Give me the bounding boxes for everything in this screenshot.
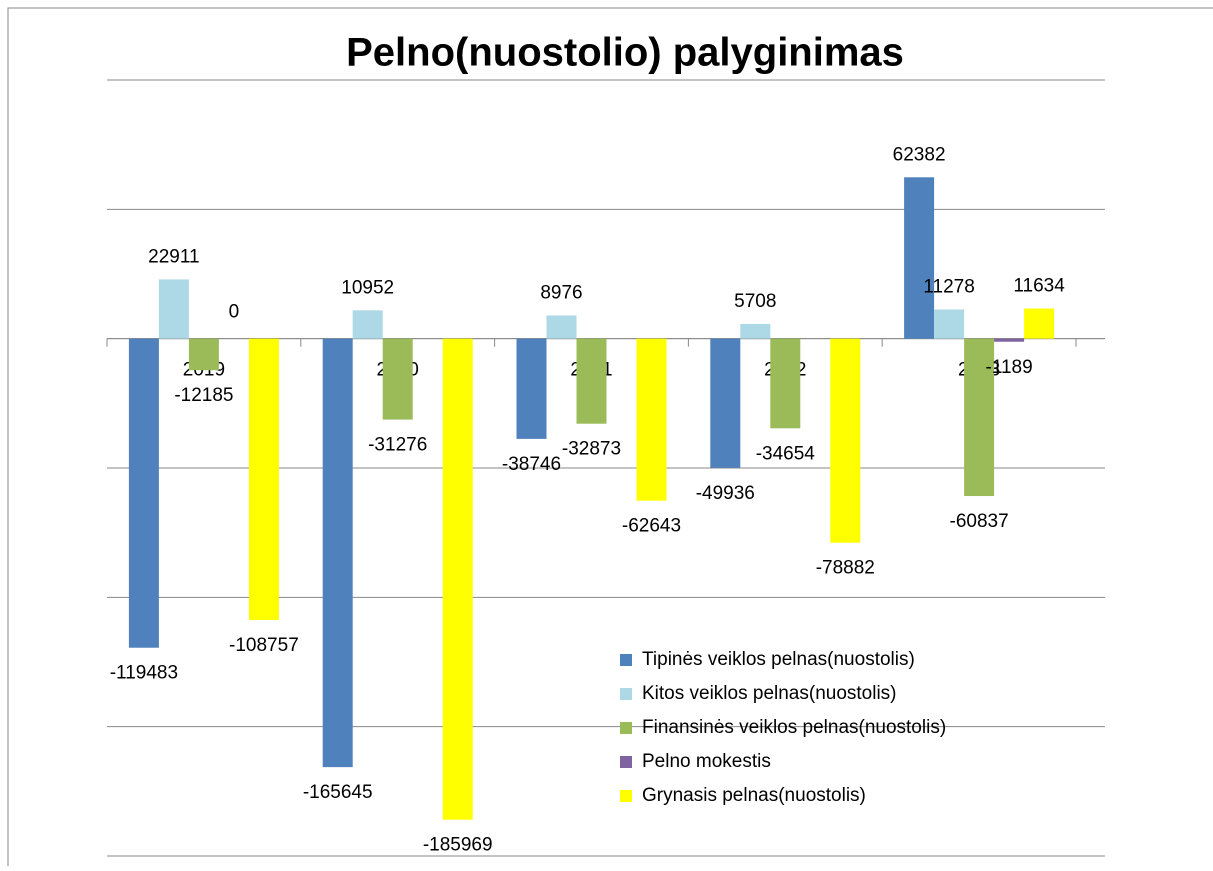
legend-swatch — [620, 654, 632, 666]
legend-label: Pelno mokestis — [642, 751, 771, 772]
data-label: 0 — [229, 302, 240, 323]
bar — [158, 279, 189, 339]
bar — [128, 338, 159, 648]
legend-label: Tipinės veiklos pelnas(nuostolis) — [642, 649, 915, 670]
bar — [934, 309, 965, 339]
bar — [248, 338, 279, 620]
data-label: 22911 — [148, 246, 199, 267]
bar — [352, 310, 383, 339]
legend-label: Kitos veiklos pelnas(nuostolis) — [642, 683, 897, 704]
bar — [382, 338, 413, 420]
bar — [740, 323, 771, 339]
chart-title: Pelno(nuostolio) palyginimas — [346, 31, 904, 75]
bar — [994, 338, 1025, 342]
chart-frame — [7, 7, 1213, 871]
data-label: 11278 — [923, 277, 974, 298]
data-label: -12185 — [174, 385, 233, 406]
bar — [904, 177, 935, 339]
bar — [770, 338, 801, 429]
data-label: 5708 — [734, 291, 776, 312]
data-label: -60837 — [950, 511, 1009, 532]
data-label: 10952 — [341, 277, 394, 298]
bar — [516, 338, 547, 439]
data-label: -78882 — [816, 558, 875, 579]
data-label: -119483 — [110, 663, 178, 684]
data-label: -62643 — [622, 516, 681, 537]
data-label: 11634 — [1013, 276, 1065, 297]
legend-swatch — [620, 722, 632, 734]
data-label: 62382 — [893, 144, 946, 165]
bar — [576, 338, 607, 424]
data-label: -165645 — [303, 782, 373, 803]
data-label: -49936 — [696, 483, 755, 504]
data-label: -185969 — [423, 835, 493, 856]
bar — [964, 338, 995, 497]
bar — [710, 338, 741, 468]
data-label: -38746 — [502, 454, 561, 475]
legend-label: Grynasis pelnas(nuostolis) — [642, 785, 866, 806]
data-label: -32873 — [562, 439, 621, 460]
bar — [546, 315, 577, 339]
data-label: -34654 — [756, 443, 816, 464]
bar — [442, 338, 473, 820]
bar — [188, 338, 219, 371]
data-label: -108757 — [229, 635, 299, 656]
data-label: 8976 — [540, 282, 582, 303]
bar — [1024, 308, 1055, 339]
bar — [830, 338, 861, 543]
legend-label: Finansinės veiklos pelnas(nuostolis) — [642, 717, 946, 738]
legend-swatch — [620, 756, 632, 768]
legend-swatch — [620, 790, 632, 802]
bar — [636, 338, 667, 501]
bar — [322, 338, 353, 768]
data-label: -1189 — [986, 357, 1033, 378]
legend-swatch — [620, 688, 632, 700]
data-label: -31276 — [368, 435, 427, 456]
